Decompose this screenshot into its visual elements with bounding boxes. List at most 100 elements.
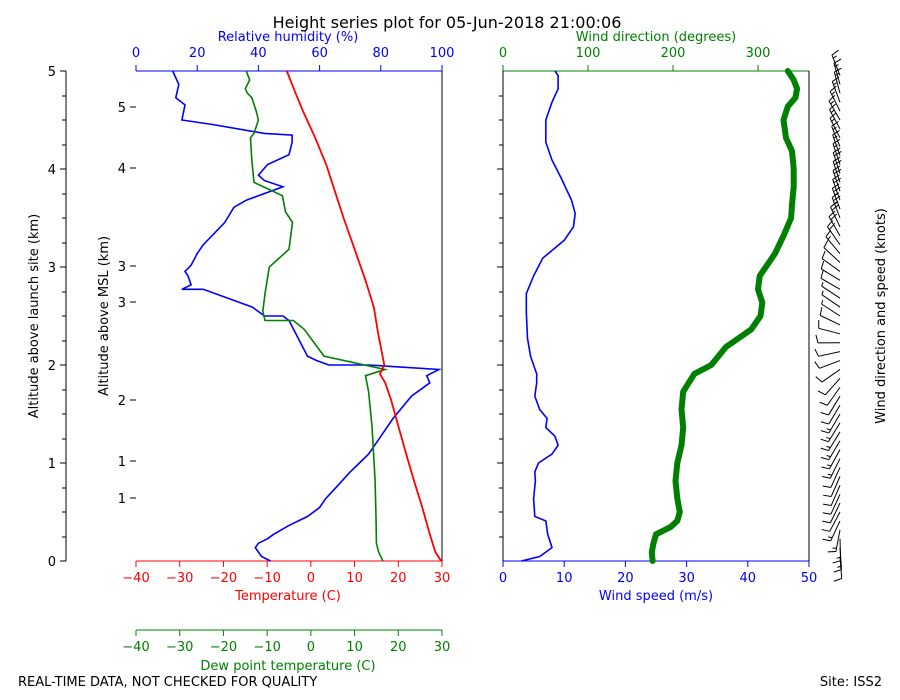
wind-barb-shaft bbox=[828, 440, 841, 460]
wind-barb-flag bbox=[820, 411, 829, 416]
wind-barb-half-flag bbox=[832, 126, 837, 131]
wind-barb-shaft bbox=[839, 538, 842, 561]
wind-barb-shaft bbox=[835, 529, 841, 552]
temperature-axis-label: Temperature (C) bbox=[234, 589, 341, 604]
wind-barb-shaft bbox=[829, 91, 841, 112]
wind-barb-shaft bbox=[830, 493, 841, 515]
wind-barb-shaft bbox=[832, 143, 841, 165]
wind-barb-shaft bbox=[830, 476, 841, 497]
wind-barb-shaft bbox=[832, 170, 841, 192]
wind-barb-flag bbox=[821, 466, 830, 470]
wind-barb-half-flag bbox=[831, 91, 836, 95]
inner-altitude-tick-label: 1 bbox=[118, 455, 126, 470]
wind-barb-shaft bbox=[832, 152, 841, 174]
rh-axis-label: Relative humidity (%) bbox=[218, 30, 359, 45]
wind-barb-shaft bbox=[821, 369, 841, 383]
wind-barb-flag bbox=[831, 204, 839, 211]
wind-barb-flag bbox=[821, 250, 826, 259]
wind-barb-flag bbox=[833, 578, 842, 582]
wind-barb-shaft bbox=[829, 502, 841, 524]
wind-barb-flag bbox=[820, 421, 829, 425]
wind-barb-flag bbox=[832, 174, 840, 180]
wind-barb-shaft bbox=[831, 81, 841, 103]
wind-direction-axis-label: Wind direction (degrees) bbox=[576, 30, 736, 45]
wind-direction-tick-label: 300 bbox=[746, 46, 771, 61]
wind-barb-shaft bbox=[826, 226, 841, 246]
outer-altitude-tick-label: 1 bbox=[48, 457, 56, 472]
wind-barb-half-flag bbox=[826, 455, 831, 458]
wind-barb-shaft bbox=[828, 404, 841, 425]
wind-barb-shaft bbox=[828, 395, 841, 416]
wind-barb-flag bbox=[815, 376, 823, 383]
wind-barb-flag bbox=[822, 476, 831, 479]
wind-barb-half-flag bbox=[826, 445, 831, 449]
temperature-tick-label: −30 bbox=[166, 571, 193, 586]
wind-direction-tick-label: 200 bbox=[661, 46, 686, 61]
dewpoint-tick-label: −40 bbox=[122, 640, 149, 655]
inner-altitude-tick-label: 3 bbox=[118, 296, 126, 311]
wind-barb-half-flag bbox=[821, 290, 824, 295]
wind-direction-series-line bbox=[648, 68, 801, 564]
inner-altitude-label: Altitude above MSL (km) bbox=[97, 236, 112, 396]
wind-barb-flag bbox=[823, 503, 832, 506]
wind-barb-half-flag bbox=[837, 565, 842, 568]
wind-barb-half-flag bbox=[828, 536, 833, 539]
wind-barb-flag bbox=[832, 129, 840, 136]
wind-barb-shaft bbox=[819, 314, 841, 326]
temperature-series-line bbox=[285, 70, 442, 562]
wind-barb-half-flag bbox=[827, 473, 832, 476]
wind-barb-shaft bbox=[831, 54, 841, 76]
wind-barb-flag bbox=[828, 210, 836, 218]
wind-barb-shaft bbox=[830, 467, 841, 488]
outer-altitude-tick-label: 0 bbox=[48, 555, 56, 570]
wind-barb-flag bbox=[832, 560, 841, 564]
dewpoint-axis-label: Dew point temperature (C) bbox=[200, 659, 375, 674]
wind-barb-flag bbox=[820, 438, 829, 443]
wind-barb-shaft bbox=[830, 485, 841, 506]
wind-barb-shaft bbox=[824, 378, 841, 396]
wind-barb-flag bbox=[833, 168, 842, 175]
wind-direction-tick-label: 100 bbox=[576, 46, 601, 61]
footer-left-note: REAL-TIME DATA, NOT CHECKED FOR QUALITY bbox=[18, 675, 317, 690]
wind-barb-flag bbox=[829, 223, 836, 230]
wind-barb-shaft bbox=[828, 449, 841, 470]
wind-barb-flag bbox=[832, 147, 841, 153]
inner-altitude-tick-label: 2 bbox=[118, 394, 126, 409]
wind-barb-flag bbox=[820, 430, 829, 434]
rh-tick-label: 80 bbox=[373, 46, 390, 61]
wind-barb-flag bbox=[822, 538, 831, 542]
wind-barb-shaft bbox=[831, 197, 841, 219]
wind-barb-half-flag bbox=[834, 64, 839, 68]
wind-barb-flag bbox=[825, 229, 832, 238]
wind-barb-shaft bbox=[831, 126, 841, 147]
wind-barb-shaft bbox=[826, 386, 841, 406]
footer-site: Site: ISS2 bbox=[820, 675, 882, 690]
wind-barb-shaft bbox=[829, 109, 841, 130]
wind-barb-shaft bbox=[832, 179, 841, 201]
wind-speed-tick-label: 0 bbox=[499, 571, 507, 586]
wind-barb-flag bbox=[833, 177, 841, 184]
wind-barb-flag bbox=[831, 49, 839, 56]
wind-barb-shaft bbox=[830, 520, 841, 542]
wind-barb-shaft bbox=[828, 422, 841, 442]
rh-tick-label: 20 bbox=[189, 46, 206, 61]
wind-barb-shaft bbox=[832, 161, 841, 183]
wind-barb-flag bbox=[832, 156, 841, 162]
wind-barb-flag bbox=[820, 447, 829, 452]
wind-barb-shaft bbox=[833, 63, 841, 85]
wind-barb-half-flag bbox=[826, 464, 832, 467]
wind-barb-flag bbox=[832, 165, 841, 171]
rh-series-line bbox=[171, 70, 442, 562]
wind-barb-half-flag bbox=[826, 428, 831, 431]
wind-speed-series-line bbox=[521, 70, 577, 562]
dewpoint-tick-label: −10 bbox=[253, 640, 280, 655]
wind-barb-flag bbox=[832, 138, 841, 145]
wind-barb-shaft bbox=[825, 236, 841, 254]
wind-barb-flag bbox=[829, 85, 837, 92]
wind-barb-shaft bbox=[833, 71, 841, 94]
wind-barb-flag bbox=[823, 240, 829, 248]
wind-barb-shaft bbox=[821, 294, 841, 308]
wind-barb-shaft bbox=[821, 303, 841, 317]
temperature-tick-label: 20 bbox=[390, 571, 407, 586]
temperature-tick-label: 10 bbox=[346, 571, 363, 586]
